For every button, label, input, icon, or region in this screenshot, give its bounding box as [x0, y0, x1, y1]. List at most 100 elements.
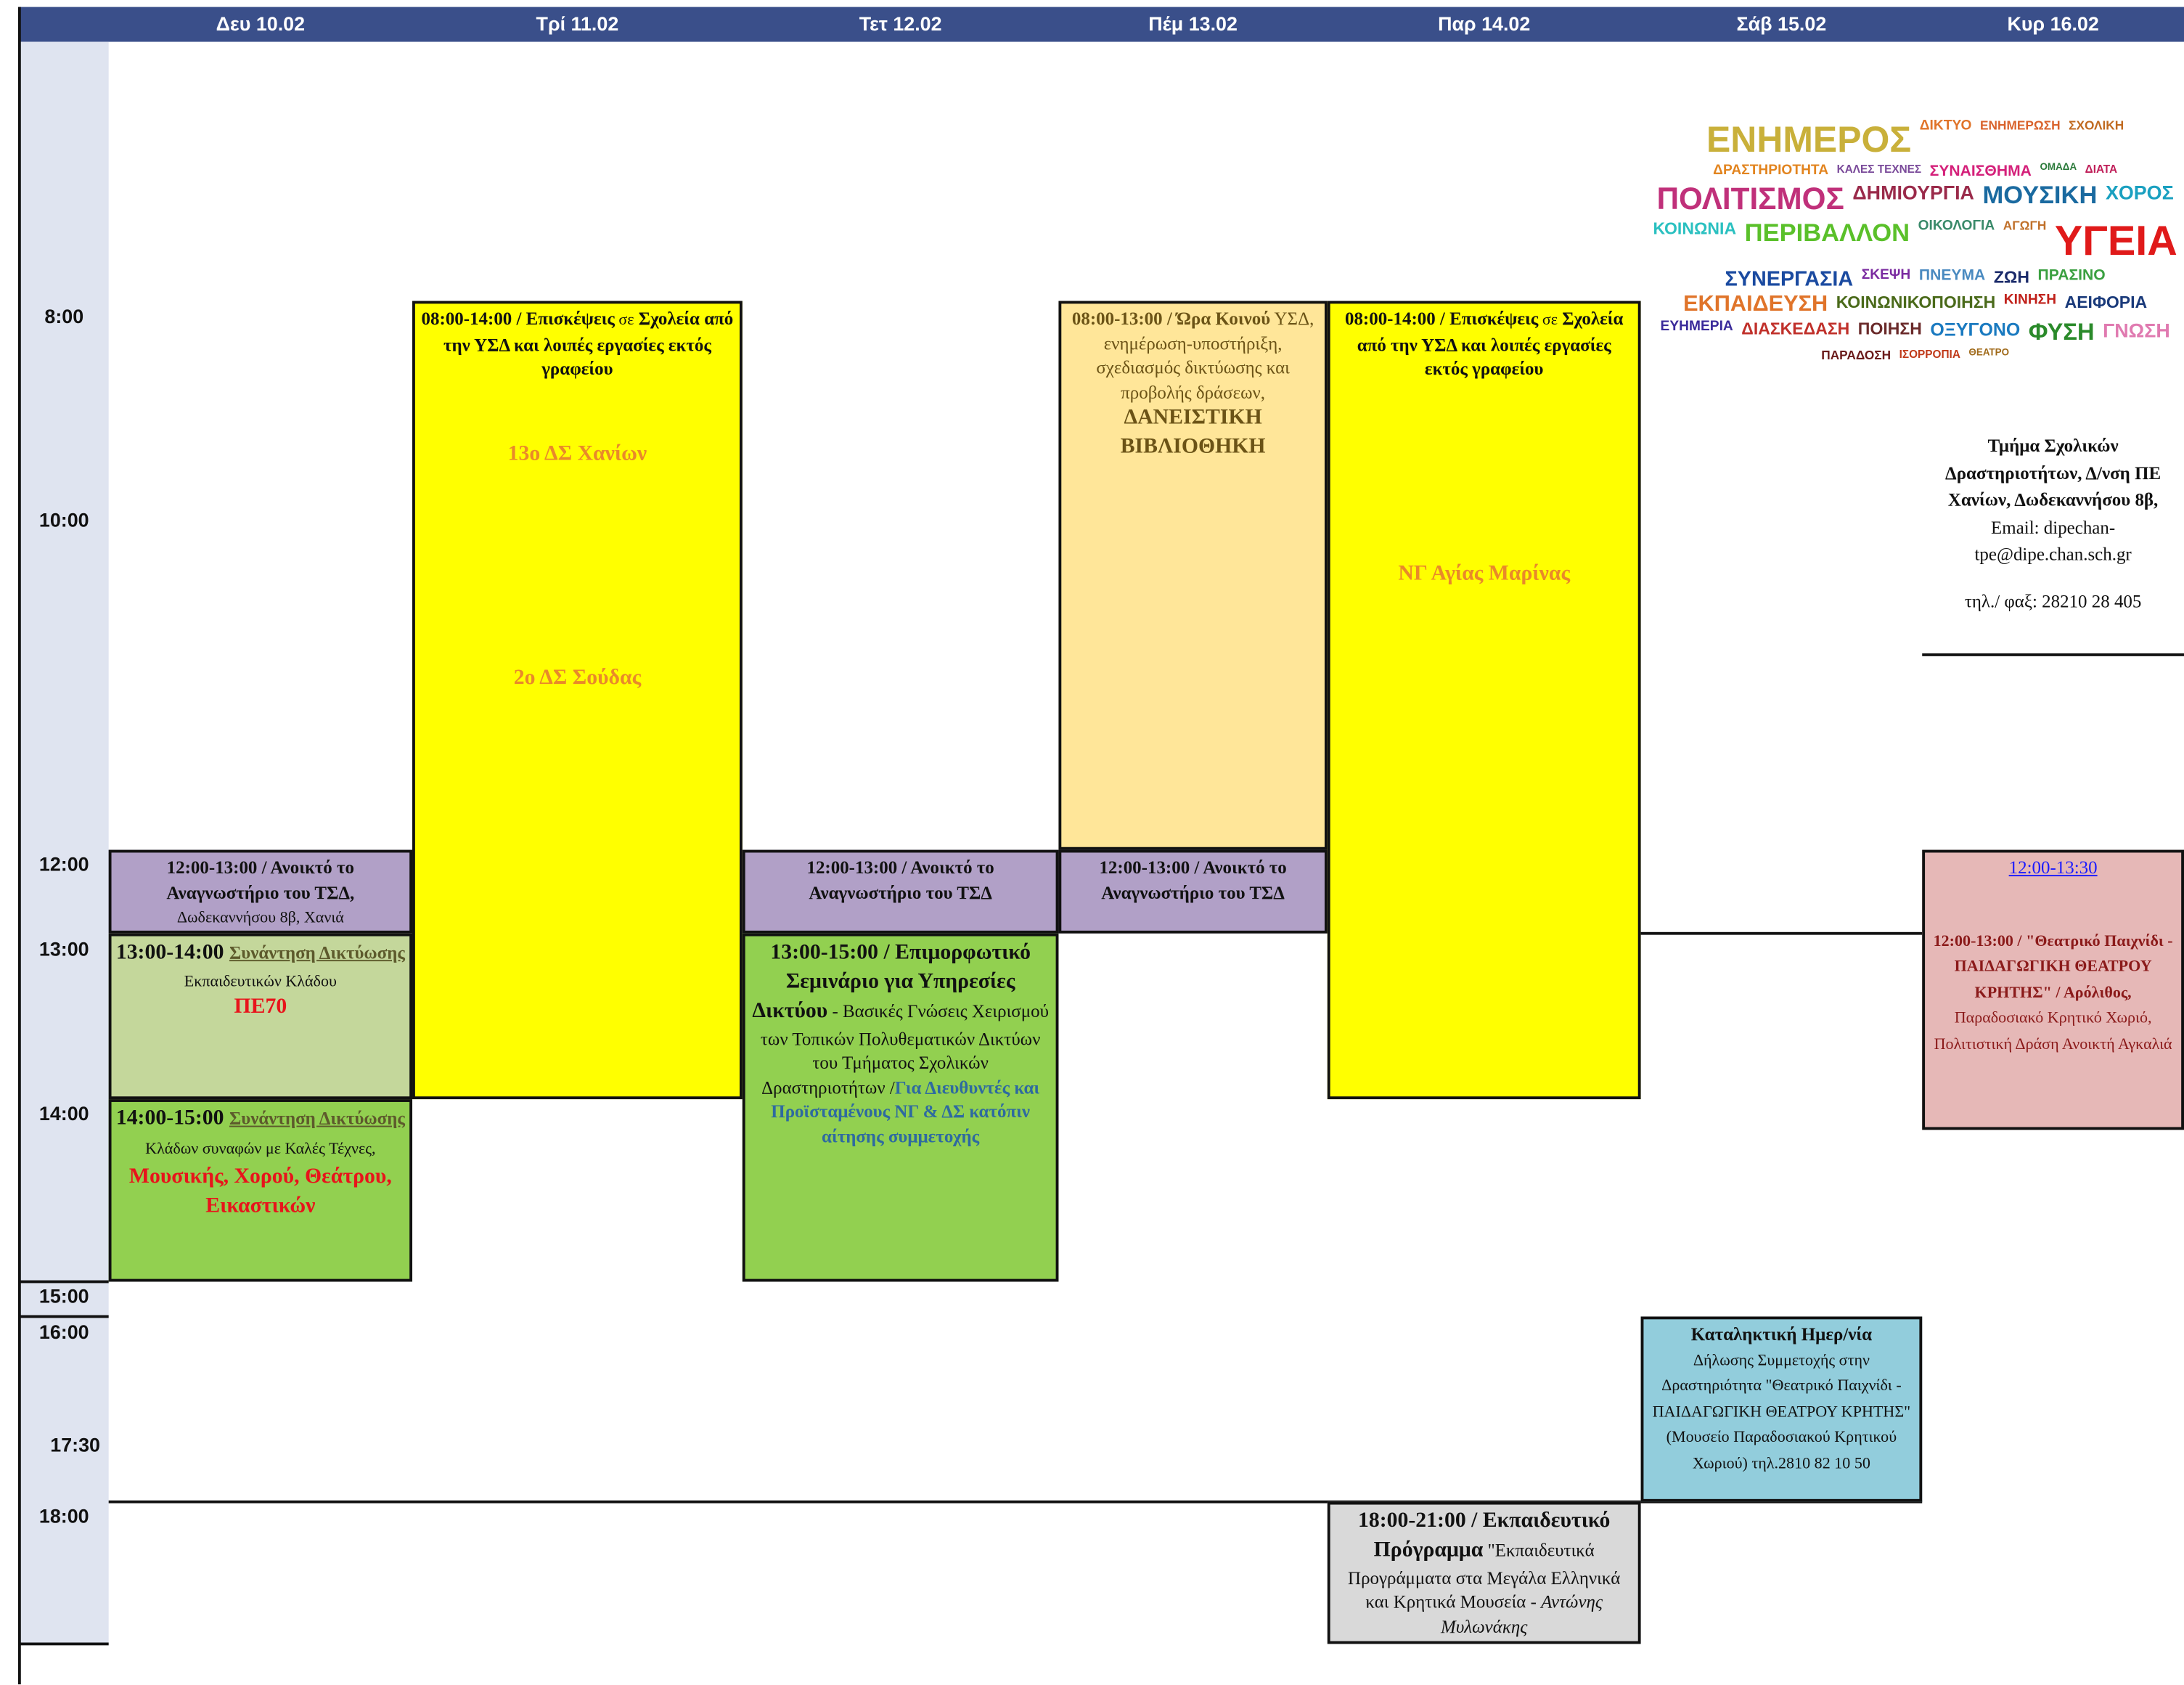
event-paragraph: Καταληκτική Ημερ/νία — [1648, 1322, 1915, 1347]
event-text: Αντώνης Μυλωνάκης — [1441, 1591, 1603, 1637]
event-paragraph: 13ο ΔΣ Χανίων — [420, 440, 736, 469]
cloud-word: ΜΟΥΣΙΚΗ — [1982, 181, 2098, 209]
event-text: Σχολεία από την ΥΣΔ και λοιπές εργασίες … — [1357, 308, 1624, 380]
event-text: ΠΕ70 — [234, 995, 287, 1019]
time-label: 8:00 — [44, 305, 84, 327]
event-text: σε — [614, 311, 634, 329]
event-text: 2ο ΔΣ Σούδας — [513, 665, 642, 690]
event-text: 08:00-14:00 / Επισκέψεις — [1344, 308, 1539, 329]
event: 14:00-15:00 Συνάντηση Δικτύωσης Κλάδων σ… — [108, 1099, 413, 1282]
cloud-word: ΠΕΡΙΒΑΛΛΟΝ — [1744, 219, 1910, 247]
cloud-word: ΔΗΜΙΟΥΡΓΙΑ — [1852, 181, 1974, 204]
event-paragraph: 12:00-13:00 / Ανοικτό το Αναγνωστήριο το… — [749, 855, 1051, 904]
cloud-word: ΓΝΩΣΗ — [2103, 319, 2170, 342]
cloud-word: ΚΟΙΝΩΝΙΚΟΠΟΙΗΣΗ — [1836, 292, 1996, 312]
event-paragraph: ΝΓ Αγίας Μαρίνας — [1334, 560, 1634, 589]
event-text: Μουσικής, Χορού, Θεάτρου, Εικαστικών — [128, 1164, 392, 1217]
separator — [1922, 653, 2184, 656]
event: 08:00-14:00 / Επισκέψεις σε Σχολεία από … — [412, 301, 743, 1100]
event-text: 13:00-14:00 — [115, 940, 229, 964]
cloud-word: ΧΟΡΟΣ — [2105, 181, 2174, 204]
cloud-word: ΚΙΝΗΣΗ — [2003, 292, 2057, 309]
event-text: 12:00-13:30 — [2008, 857, 2098, 878]
cloud-word: ΟΞΥΓΟΝΟ — [1930, 319, 2021, 340]
event-text: - Βασικές Γνώσεις Χειρισμού των Τοπικών … — [760, 1000, 1049, 1098]
event-text: 18:00-21:00 / Εκπαιδευτικό Πρόγραμμα — [1358, 1509, 1611, 1562]
cloud-word: ΚΟΙΝΩΝΙΑ — [1653, 219, 1737, 239]
event: 13:00-15:00 / Επιμορφωτικό Σεμινάριο για… — [742, 933, 1059, 1282]
separator — [19, 1280, 109, 1284]
event-paragraph: ΔΑΝΕΙΣΤΙΚΗ ΒΙΒΛΙΟΘΗΚΗ — [1066, 404, 1320, 462]
event: 12:00-13:00 / Ανοικτό το Αναγνωστήριο το… — [1058, 849, 1328, 934]
department: Τμήμα Σχολικών Δραστηριοτήτων, Δ/νση ΠΕ … — [1945, 434, 2161, 510]
event-text: 08:00-14:00 / Επισκέψεις — [421, 308, 615, 329]
event-text: ΝΓ Αγίας Μαρίνας — [1398, 560, 1571, 585]
event-paragraph: 08:00-14:00 / Επισκέψεις σε Σχολεία από … — [1334, 306, 1634, 381]
separator — [1640, 931, 1923, 935]
cloud-word: ΠΝΕΥΜΑ — [1918, 267, 1986, 285]
event-text: 12:00-13:00 / Ανοικτό το Αναγνωστήριο το… — [806, 857, 994, 902]
cloud-word: ΖΩΗ — [1993, 267, 2029, 287]
day-header: Δευ 10.02 — [216, 12, 306, 35]
event: 08:00-13:00 / Ώρα Κοινού ΥΣΔ, ενημέρωση-… — [1058, 301, 1328, 850]
event: Καταληκτική Ημερ/νία Δήλωσης Συμμετοχής σ… — [1640, 1316, 1923, 1502]
time-label: 17:30 — [50, 1433, 100, 1456]
cloud-word: ΙΣΟΡΡΟΠΙΑ — [1899, 348, 1960, 362]
cloud-word: ΔΙΚΤΥΟ — [1919, 118, 1972, 134]
cloud-word: ΠΡΑΣΙΝΟ — [2037, 267, 2106, 285]
event-text: Παραδοσιακό Κρητικό Χωριό, Πολιτιστική Δ… — [1934, 1010, 2172, 1053]
day-header: Κυρ 16.02 — [2007, 12, 2099, 35]
event: 18:00-21:00 / Εκπαιδευτικό Πρόγραμμα "Εκ… — [1327, 1501, 1641, 1644]
contact-info: Τμήμα Σχολικών Δραστηριοτήτων, Δ/νση ΠΕ … — [1922, 432, 2184, 614]
event-text: ΥΣΔ, ενημέρωση-υποστήριξη, σχεδιασμός δι… — [1096, 308, 1314, 402]
day-header: Παρ 14.02 — [1438, 12, 1531, 35]
event-text: 12:00-13:00 / "Θεατρικό Παιχνίδι - ΠΑΙΔΑ… — [1933, 932, 2173, 1001]
event-paragraph: 2ο ΔΣ Σούδας — [420, 664, 736, 693]
event-text: Δήλωσης Συμμετοχής στην Δραστηριότητα "Θ… — [1652, 1352, 1911, 1472]
time-label: 12:00 — [38, 852, 89, 876]
event-paragraph: Δήλωσης Συμμετοχής στην Δραστηριότητα "Θ… — [1648, 1347, 1915, 1476]
event-paragraph: 18:00-21:00 / Εκπαιδευτικό Πρόγραμμα "Εκ… — [1334, 1507, 1634, 1639]
time-label: 18:00 — [38, 1504, 89, 1527]
event-paragraph: Δωδεκαννήσου 8β, Χανιά — [115, 905, 405, 931]
event-text: 13:00-15:00 / Επιμορφωτικό Σεμινάριο για… — [752, 940, 1031, 1023]
time-label: 13:00 — [38, 937, 89, 960]
cloud-word: ΑΕΙΦΟΡΙΑ — [2064, 292, 2148, 312]
event-text: 08:00-13:00 / Ώρα Κοινού — [1071, 308, 1271, 329]
cloud-word: ΕΝΗΜΕΡΟΣ — [1706, 118, 1912, 160]
cloud-word: ΦΥΣΗ — [2028, 319, 2095, 346]
time-label: 14:00 — [38, 1101, 89, 1125]
day-header: Τετ 12.02 — [859, 12, 942, 35]
time-label: 16:00 — [38, 1321, 89, 1343]
cloud-word: ΘΕΑΤΡΟ — [1968, 348, 2010, 359]
event: 08:00-14:00 / Επισκέψεις σε Σχολεία από … — [1327, 301, 1641, 1100]
event-paragraph: 08:00-13:00 / Ώρα Κοινού ΥΣΔ, ενημέρωση-… — [1066, 306, 1320, 404]
cloud-word: ΕΝΗΜΕΡΩΣΗ — [1979, 118, 2061, 133]
cloud-word: ΥΓΕΙΑ — [2054, 219, 2177, 265]
event-text: 14:00-15:00 — [115, 1106, 229, 1130]
separator — [19, 1642, 109, 1646]
event-text: 12:00-13:00 / Ανοικτό το Αναγνωστήριο το… — [166, 857, 355, 902]
cloud-word: ΕΥΗΜΕΡΙΑ — [1660, 319, 1733, 335]
event-text: Κλάδων συναφών με Καλές Τέχνες, — [145, 1141, 376, 1158]
event-text: σε — [1538, 311, 1558, 329]
event-paragraph: 14:00-15:00 Συνάντηση Δικτύωσης Κλάδων σ… — [115, 1105, 405, 1222]
cloud-word: ΕΚΠΑΙΔΕΥΣΗ — [1683, 292, 1828, 317]
event: 12:00-13:00 / Ανοικτό το Αναγνωστήριο το… — [742, 849, 1059, 934]
cloud-word: ΠΑΡΑΔΟΣΗ — [1821, 348, 1891, 362]
event-paragraph: 12:00-13:00 / Ανοικτό το Αναγνωστήριο το… — [115, 855, 405, 904]
day-header: Πέμ 13.02 — [1148, 12, 1238, 35]
day-header: Σάβ 15.02 — [1736, 12, 1827, 35]
cloud-word: ΟΜΑΔΑ — [2040, 163, 2077, 173]
event-text: 12:00-13:00 / Ανοικτό το Αναγνωστήριο το… — [1099, 857, 1287, 902]
cloud-word: ΣΥΝΕΡΓΑΣΙΑ — [1725, 267, 1854, 292]
time-label: 10:00 — [38, 508, 89, 531]
event-paragraph: 12:00-13:00 / "Θεατρικό Παιχνίδι - ΠΑΙΔΑ… — [1929, 927, 2177, 1056]
event-text: "Εκπαιδευτικά Προγράμματα στα Μεγάλα Ελλ… — [1348, 1539, 1621, 1613]
header-bar — [19, 7, 2184, 42]
event-text: Καταληκτική Ημερ/νία — [1690, 1323, 1873, 1345]
event-text: Συνάντηση Δικτύωσης — [229, 1107, 405, 1129]
event-paragraph: 13:00-14:00 Συνάντηση Δικτύωσης Εκπαιδευ… — [115, 939, 405, 994]
event-text: ΔΑΝΕΙΣΤΙΚΗ ΒΙΒΛΙΟΘΗΚΗ — [1120, 405, 1266, 459]
